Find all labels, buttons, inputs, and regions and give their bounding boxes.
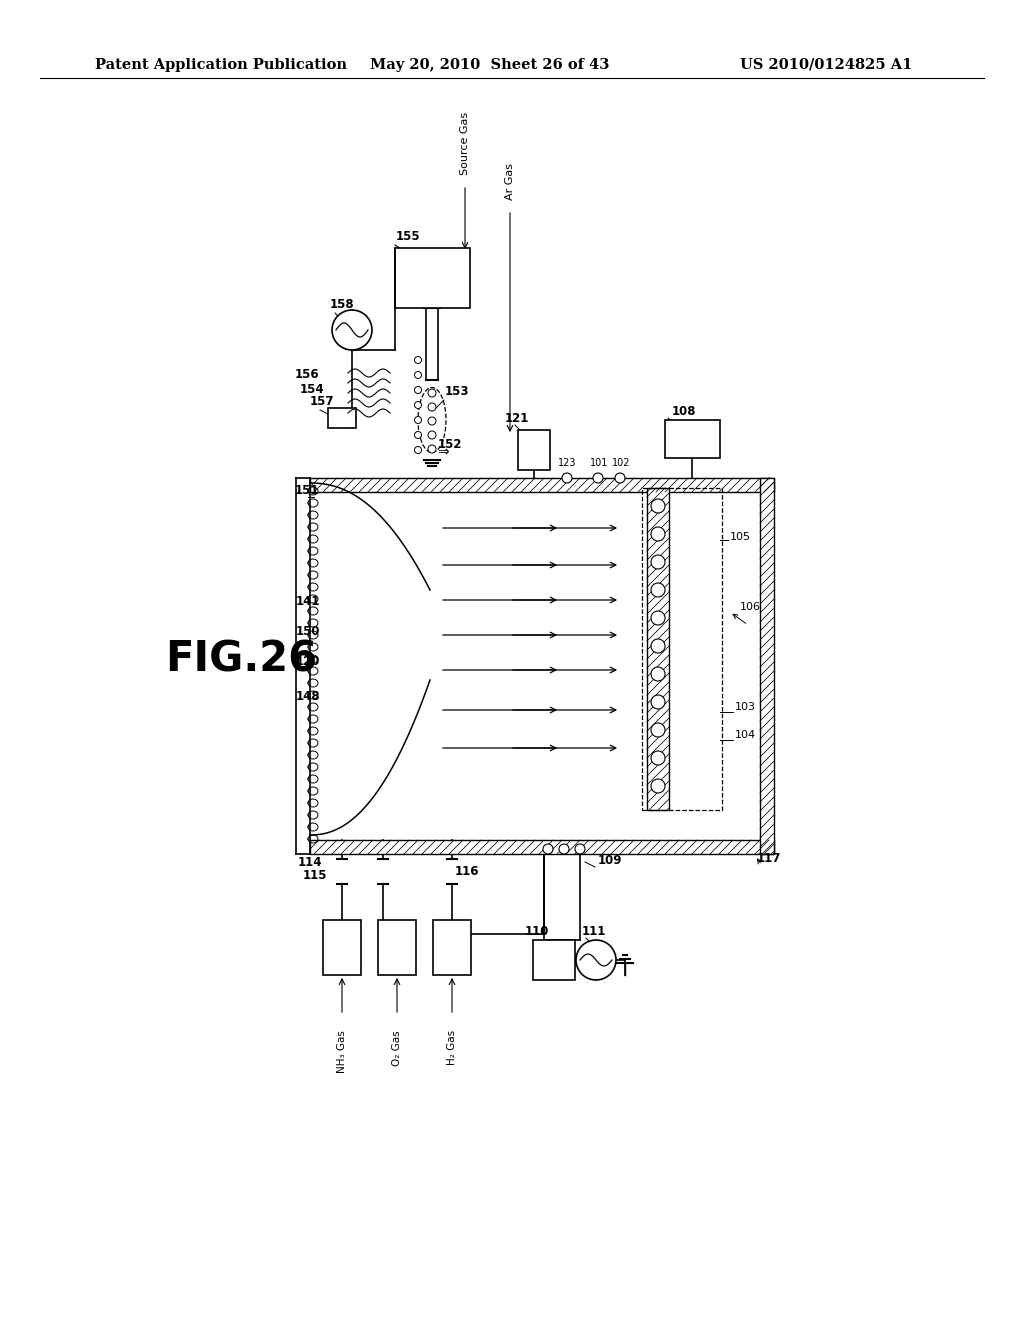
Bar (665, 420, 720, 458)
Circle shape (615, 473, 625, 483)
Bar (760, 478, 774, 854)
Circle shape (415, 356, 422, 363)
Circle shape (651, 583, 665, 597)
Text: 141: 141 (296, 595, 321, 609)
Text: FIG.26: FIG.26 (165, 639, 317, 681)
Text: 117: 117 (757, 851, 781, 865)
Circle shape (651, 779, 665, 793)
Bar (642, 488, 722, 810)
Circle shape (428, 417, 436, 425)
Circle shape (651, 554, 665, 569)
Text: 102: 102 (612, 458, 631, 469)
Text: NH₃ Gas: NH₃ Gas (337, 1030, 347, 1073)
Text: 104: 104 (735, 730, 756, 741)
Text: 155: 155 (396, 230, 421, 243)
Text: 105: 105 (730, 532, 751, 543)
Text: 154: 154 (300, 383, 325, 396)
Circle shape (415, 432, 422, 438)
Text: 156: 156 (295, 368, 319, 381)
Text: 111: 111 (582, 925, 606, 939)
Circle shape (651, 667, 665, 681)
Circle shape (651, 751, 665, 766)
Circle shape (543, 843, 553, 854)
Bar (395, 248, 470, 308)
Text: Patent Application Publication: Patent Application Publication (95, 58, 347, 73)
Text: 106: 106 (740, 602, 761, 612)
Circle shape (415, 401, 422, 408)
Circle shape (575, 843, 585, 854)
Text: 101: 101 (590, 458, 608, 469)
Bar (378, 920, 416, 975)
Bar (328, 408, 356, 428)
Text: ⇒: ⇒ (437, 445, 449, 459)
Text: 109: 109 (598, 854, 623, 867)
Text: 152: 152 (438, 438, 463, 451)
Bar (534, 940, 575, 979)
Text: 148: 148 (296, 690, 321, 704)
Bar (310, 840, 774, 854)
Text: 157: 157 (310, 395, 335, 408)
Text: 158: 158 (330, 298, 354, 312)
Text: 120: 120 (296, 655, 321, 668)
Text: 150: 150 (296, 624, 321, 638)
Circle shape (562, 473, 572, 483)
Circle shape (332, 310, 372, 350)
Circle shape (559, 843, 569, 854)
Circle shape (651, 696, 665, 709)
Bar (433, 920, 471, 975)
Bar (323, 920, 361, 975)
Text: 121: 121 (505, 412, 529, 425)
Text: 115: 115 (303, 869, 328, 882)
Bar (310, 478, 774, 492)
Bar (647, 488, 669, 810)
Text: Ar Gas: Ar Gas (505, 162, 515, 201)
Text: Source Gas: Source Gas (460, 112, 470, 176)
Circle shape (428, 403, 436, 411)
Circle shape (651, 527, 665, 541)
Circle shape (651, 611, 665, 624)
Text: 153: 153 (445, 385, 469, 399)
Circle shape (428, 445, 436, 453)
Circle shape (415, 446, 422, 454)
Text: US 2010/0124825 A1: US 2010/0124825 A1 (740, 58, 912, 73)
Circle shape (575, 940, 616, 979)
Circle shape (428, 389, 436, 397)
Text: 151: 151 (295, 484, 319, 498)
Text: H₂ Gas: H₂ Gas (447, 1030, 457, 1065)
Text: 114: 114 (298, 855, 323, 869)
Text: 108: 108 (672, 405, 696, 418)
Text: May 20, 2010  Sheet 26 of 43: May 20, 2010 Sheet 26 of 43 (370, 58, 609, 73)
Circle shape (415, 417, 422, 424)
Circle shape (428, 432, 436, 440)
Circle shape (651, 499, 665, 513)
Text: 103: 103 (735, 702, 756, 711)
Circle shape (415, 387, 422, 393)
Text: 123: 123 (558, 458, 577, 469)
Bar (518, 430, 550, 470)
Circle shape (415, 371, 422, 379)
Circle shape (651, 723, 665, 737)
Circle shape (651, 639, 665, 653)
Circle shape (593, 473, 603, 483)
Text: 110: 110 (525, 925, 549, 939)
Text: 116: 116 (455, 865, 479, 878)
Text: O₂ Gas: O₂ Gas (392, 1030, 402, 1065)
